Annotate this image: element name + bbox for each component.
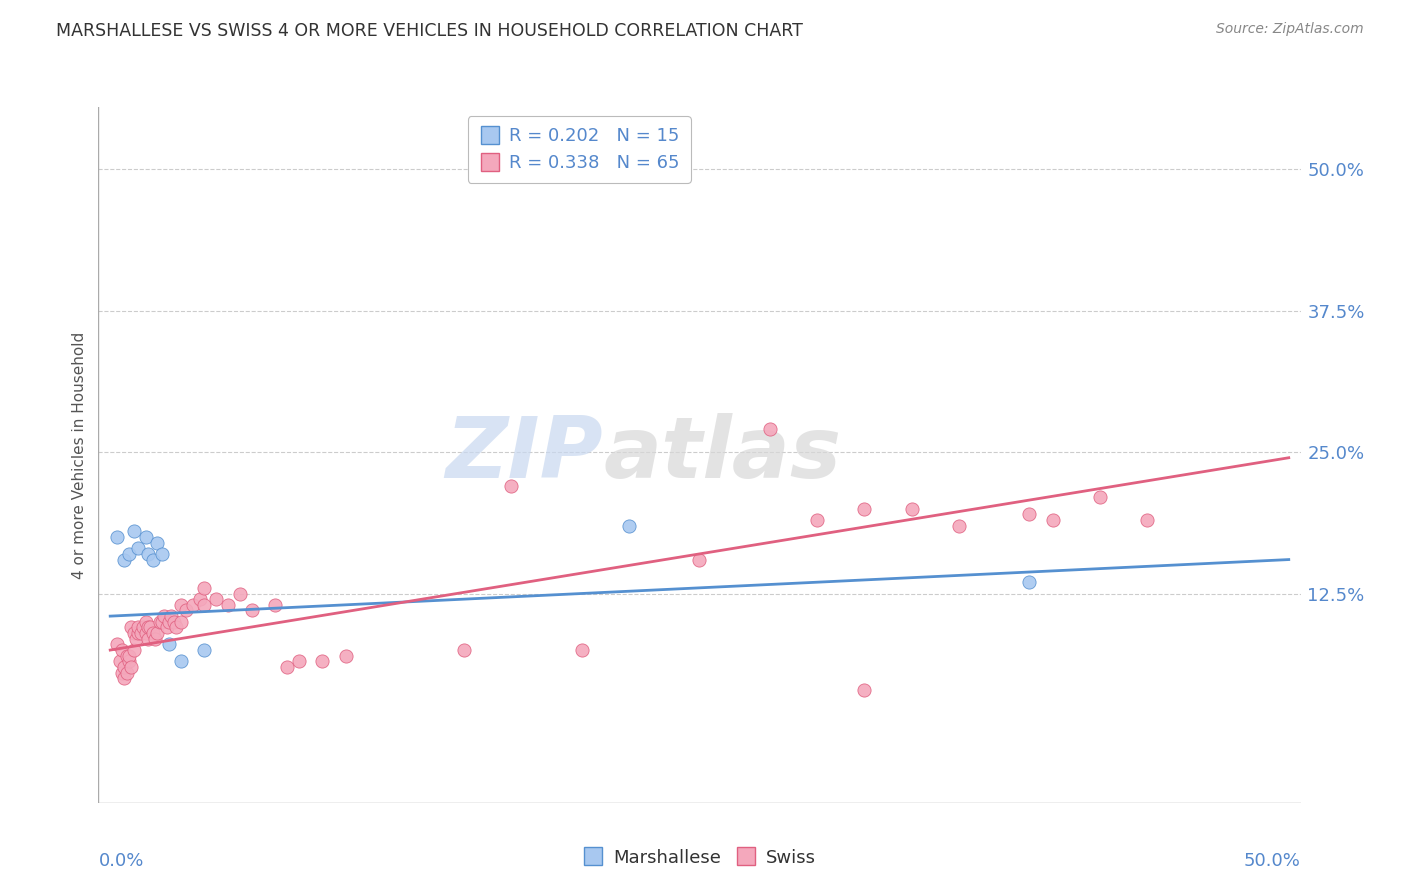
Point bbox=[571, 643, 593, 657]
Point bbox=[853, 501, 876, 516]
Point bbox=[453, 643, 475, 657]
Point bbox=[217, 598, 239, 612]
Point bbox=[689, 552, 711, 566]
Point bbox=[617, 518, 640, 533]
Point bbox=[160, 609, 183, 624]
Point bbox=[122, 626, 145, 640]
Point bbox=[276, 660, 298, 674]
Point bbox=[499, 479, 522, 493]
Point bbox=[240, 603, 263, 617]
Point bbox=[122, 643, 145, 657]
Point bbox=[1018, 575, 1040, 590]
Point bbox=[205, 592, 228, 607]
Point bbox=[142, 552, 165, 566]
Point bbox=[150, 615, 173, 629]
Point bbox=[1088, 491, 1111, 505]
Point bbox=[1018, 508, 1040, 522]
Point bbox=[139, 620, 162, 634]
Point bbox=[112, 660, 135, 674]
Point bbox=[146, 535, 169, 549]
Y-axis label: 4 or more Vehicles in Household: 4 or more Vehicles in Household bbox=[72, 331, 87, 579]
Point bbox=[111, 665, 134, 680]
Point bbox=[136, 620, 159, 634]
Point bbox=[157, 637, 180, 651]
Point bbox=[853, 682, 876, 697]
Point bbox=[128, 541, 150, 556]
Point bbox=[111, 643, 134, 657]
Legend: Marshallese, Swiss: Marshallese, Swiss bbox=[575, 841, 824, 874]
Point bbox=[142, 626, 165, 640]
Point bbox=[311, 654, 333, 668]
Point bbox=[165, 620, 187, 634]
Point bbox=[156, 620, 179, 634]
Point bbox=[170, 598, 193, 612]
Point bbox=[193, 643, 215, 657]
Point bbox=[128, 620, 150, 634]
Point bbox=[149, 615, 172, 629]
Point bbox=[1136, 513, 1159, 527]
Point bbox=[120, 620, 142, 634]
Point bbox=[122, 524, 145, 539]
Point bbox=[125, 632, 148, 646]
Point bbox=[105, 530, 128, 544]
Text: atlas: atlas bbox=[603, 413, 841, 497]
Point bbox=[170, 615, 193, 629]
Point bbox=[143, 632, 166, 646]
Point bbox=[900, 501, 922, 516]
Point bbox=[132, 620, 155, 634]
Point bbox=[153, 609, 176, 624]
Point bbox=[759, 422, 782, 436]
Point bbox=[136, 547, 159, 561]
Point bbox=[157, 615, 180, 629]
Text: 50.0%: 50.0% bbox=[1244, 852, 1301, 870]
Point bbox=[948, 518, 970, 533]
Text: ZIP: ZIP bbox=[446, 413, 603, 497]
Point bbox=[105, 637, 128, 651]
Point bbox=[174, 603, 197, 617]
Point bbox=[163, 615, 186, 629]
Point bbox=[115, 665, 138, 680]
Point bbox=[112, 671, 135, 685]
Point bbox=[229, 586, 252, 600]
Point bbox=[193, 598, 215, 612]
Point bbox=[806, 513, 828, 527]
Point bbox=[188, 592, 211, 607]
Point bbox=[288, 654, 311, 668]
Point bbox=[135, 615, 157, 629]
Text: Source: ZipAtlas.com: Source: ZipAtlas.com bbox=[1216, 22, 1364, 37]
Point bbox=[129, 626, 152, 640]
Point bbox=[135, 530, 157, 544]
Point bbox=[118, 547, 141, 561]
Point bbox=[136, 632, 159, 646]
Text: 0.0%: 0.0% bbox=[98, 852, 143, 870]
Point bbox=[264, 598, 287, 612]
Point bbox=[135, 626, 157, 640]
Point bbox=[170, 654, 193, 668]
Point bbox=[1042, 513, 1064, 527]
Point bbox=[193, 581, 215, 595]
Point bbox=[146, 626, 169, 640]
Point bbox=[150, 547, 173, 561]
Point bbox=[181, 598, 204, 612]
Point bbox=[120, 660, 142, 674]
Text: MARSHALLESE VS SWISS 4 OR MORE VEHICLES IN HOUSEHOLD CORRELATION CHART: MARSHALLESE VS SWISS 4 OR MORE VEHICLES … bbox=[56, 22, 803, 40]
Point bbox=[115, 648, 138, 663]
Point bbox=[118, 654, 141, 668]
Point bbox=[118, 648, 141, 663]
Point bbox=[112, 552, 135, 566]
Point bbox=[108, 654, 131, 668]
Point bbox=[335, 648, 357, 663]
Point bbox=[128, 626, 150, 640]
